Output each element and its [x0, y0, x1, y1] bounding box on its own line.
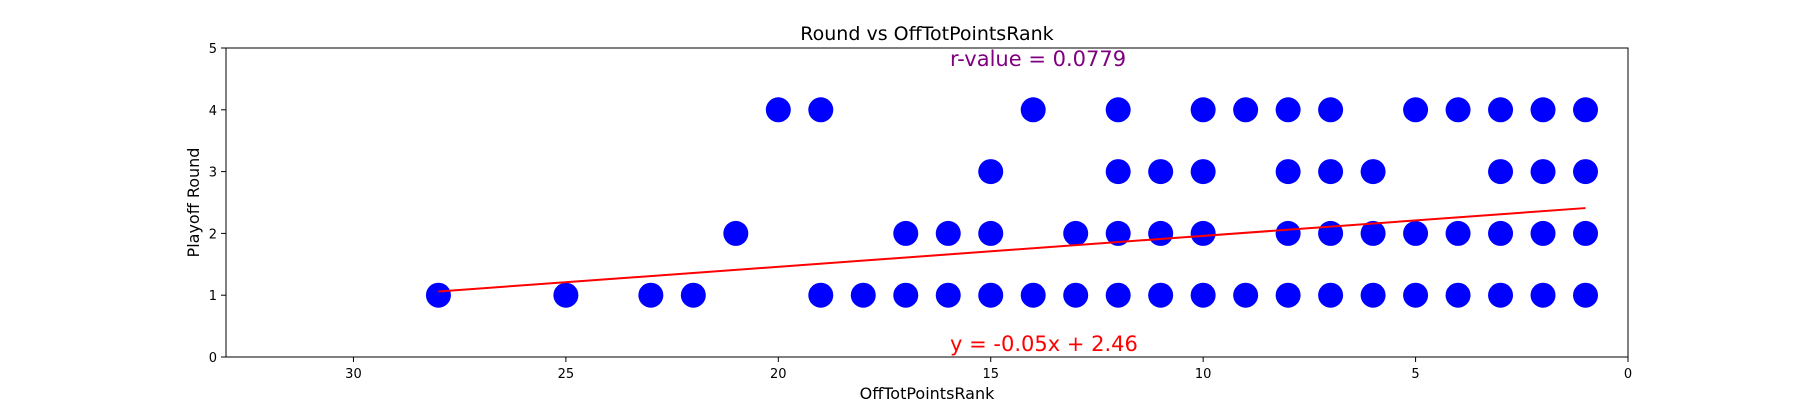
data-point [1488, 282, 1514, 308]
y-tick-label: 3 [209, 166, 217, 181]
y-axis-label: Playoff Round [184, 148, 203, 258]
data-point [1105, 220, 1131, 246]
data-point [1318, 159, 1344, 185]
data-point [680, 282, 706, 308]
data-point [1275, 159, 1301, 185]
data-point [425, 282, 451, 308]
data-point [1445, 220, 1471, 246]
data-point [1530, 97, 1556, 123]
data-point [1573, 220, 1599, 246]
x-tick-label: 15 [982, 367, 999, 382]
data-point [638, 282, 664, 308]
r-value-annotation: r-value = 0.0779 [950, 47, 1126, 71]
data-point [935, 282, 961, 308]
regression-equation-annotation: y = -0.05x + 2.46 [950, 332, 1138, 356]
data-point [893, 282, 919, 308]
data-point [1190, 159, 1216, 185]
data-point [1573, 282, 1599, 308]
data-point [1148, 220, 1174, 246]
data-point [1148, 159, 1174, 185]
data-point [1190, 220, 1216, 246]
data-point [978, 220, 1004, 246]
data-point [935, 220, 961, 246]
data-point [1318, 282, 1344, 308]
data-point [1530, 220, 1556, 246]
data-point [1190, 282, 1216, 308]
data-point [1275, 282, 1301, 308]
regression-line [438, 207, 1586, 293]
data-point [1445, 282, 1471, 308]
data-point [1488, 97, 1514, 123]
data-point [1403, 220, 1429, 246]
x-tick-label: 5 [1411, 367, 1419, 382]
y-axis: 0 1 2 3 4 5 [209, 42, 226, 366]
x-tick-label: 0 [1624, 367, 1632, 382]
data-point [1530, 282, 1556, 308]
data-point [1488, 220, 1514, 246]
data-point [1403, 97, 1429, 123]
data-point [1190, 97, 1216, 123]
y-tick-label: 1 [209, 289, 217, 304]
data-point [1573, 159, 1599, 185]
data-point [1403, 282, 1429, 308]
data-point [1275, 97, 1301, 123]
data-point [1105, 97, 1131, 123]
data-point [765, 97, 791, 123]
y-tick-label: 2 [209, 227, 217, 242]
data-point [1488, 159, 1514, 185]
plot-frame [225, 47, 1629, 358]
points-layer [425, 97, 1599, 308]
data-point [1148, 282, 1174, 308]
data-point [1233, 97, 1259, 123]
data-point [1360, 220, 1386, 246]
data-point [1105, 159, 1131, 185]
x-tick-label: 10 [1195, 367, 1212, 382]
chart-title: Round vs OffTotPointsRank [800, 23, 1053, 45]
x-tick-label: 25 [558, 367, 575, 382]
data-point [1318, 97, 1344, 123]
data-point [1573, 97, 1599, 123]
data-point [1105, 282, 1131, 308]
data-point [850, 282, 876, 308]
data-point [1063, 220, 1089, 246]
x-tick-label: 30 [345, 367, 362, 382]
data-point [1020, 97, 1046, 123]
data-point [893, 220, 919, 246]
data-point [978, 282, 1004, 308]
y-tick-label: 4 [209, 104, 217, 119]
data-point [723, 220, 749, 246]
data-point [1233, 282, 1259, 308]
data-point [553, 282, 579, 308]
data-point [1063, 282, 1089, 308]
data-point [808, 97, 834, 123]
y-tick-label: 0 [209, 351, 217, 366]
data-point [1530, 159, 1556, 185]
x-axis: 30 25 20 15 10 5 0 [345, 357, 1632, 382]
data-point [1318, 220, 1344, 246]
data-point [1360, 282, 1386, 308]
data-point [1020, 282, 1046, 308]
y-tick-label: 5 [209, 42, 217, 57]
data-point [1275, 220, 1301, 246]
data-point [978, 159, 1004, 185]
x-axis-label: OffTotPointsRank [860, 384, 996, 400]
data-point [1445, 97, 1471, 123]
data-point [808, 282, 834, 308]
data-point [1360, 159, 1386, 185]
x-tick-label: 20 [770, 367, 787, 382]
